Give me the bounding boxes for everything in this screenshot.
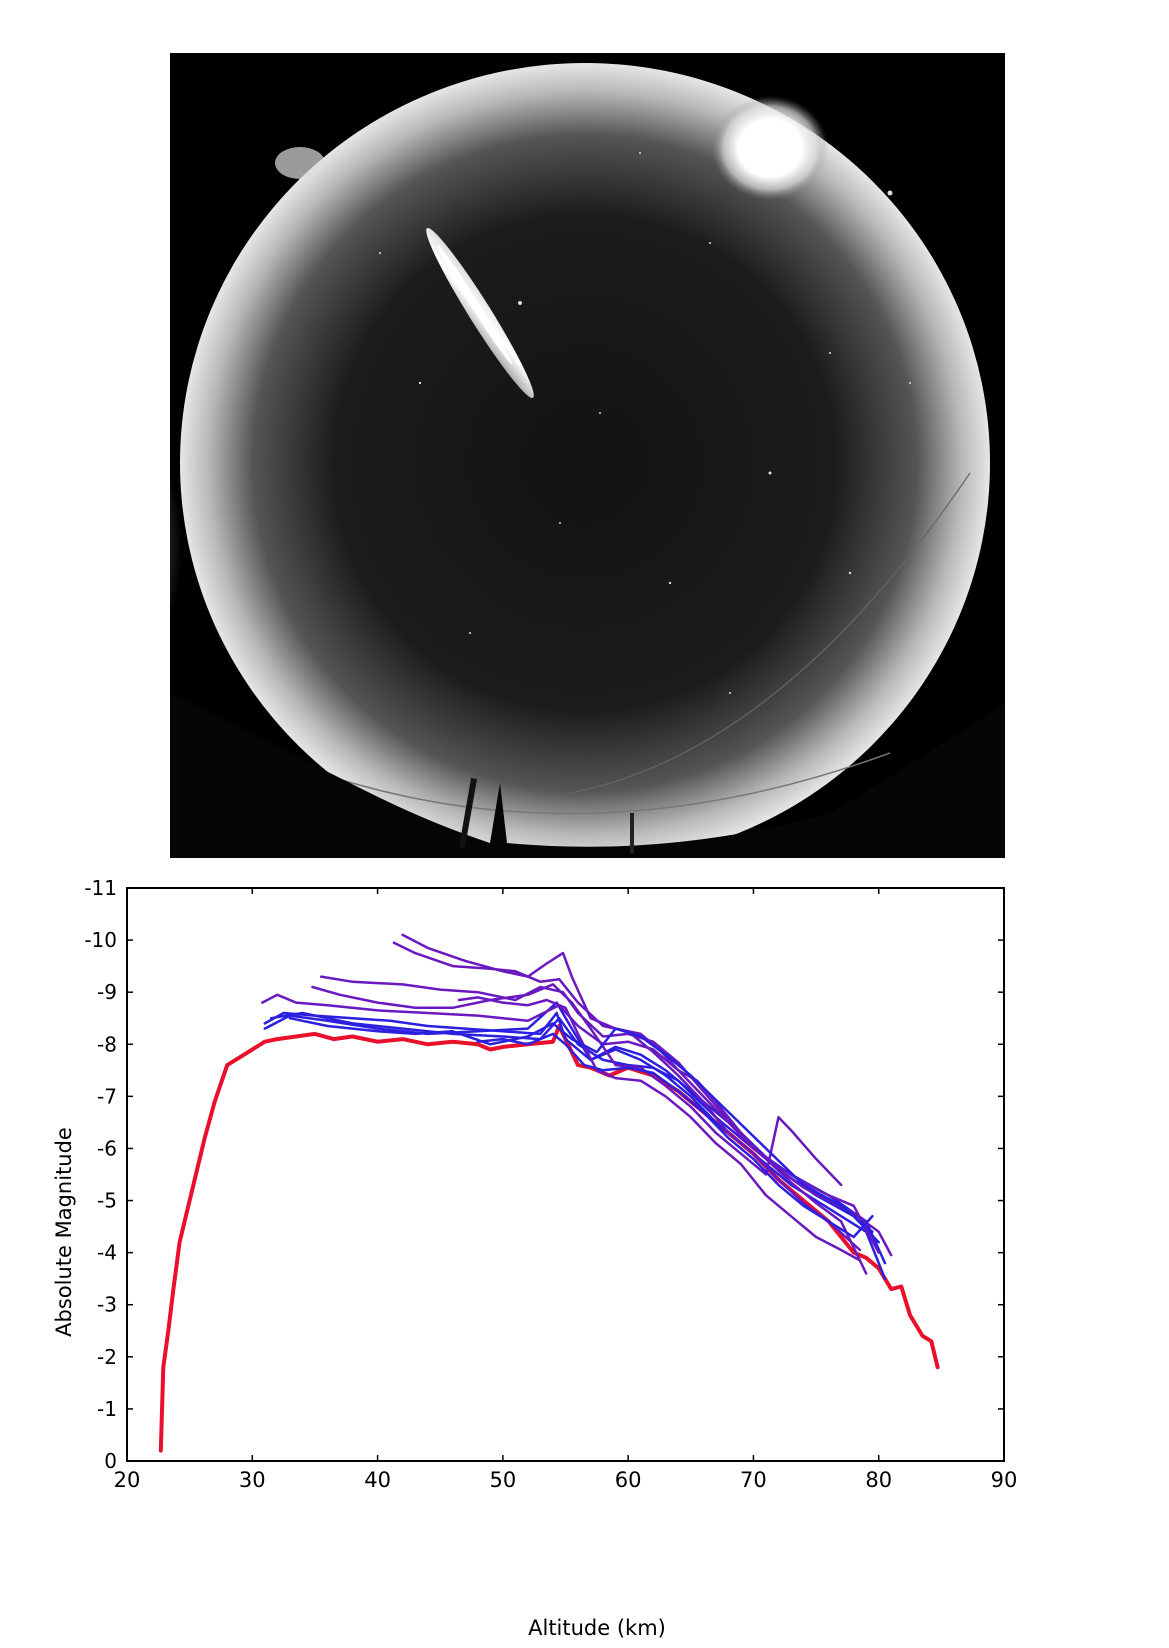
series-line-12 bbox=[476, 1032, 874, 1239]
series-line-11 bbox=[288, 1016, 874, 1234]
magnitude-altitude-chart: 20 30 40 50 60 70 80 90 0 -1 -2 -3 -4 -5 -6 -7 -8 -9 -10 -1… bbox=[52, 876, 1018, 1640]
y-axis-label: Absolute Magnitude bbox=[52, 1127, 76, 1337]
power-line-2 bbox=[569, 472, 971, 794]
x-tick-label: 90 bbox=[991, 1468, 1018, 1492]
series-line-7 bbox=[401, 933, 868, 1275]
x-tick-label: 30 bbox=[239, 1468, 266, 1492]
series-line-10 bbox=[457, 996, 862, 1262]
y-tick-label: -7 bbox=[97, 1084, 117, 1108]
x-tick-label: 80 bbox=[865, 1468, 892, 1492]
y-tick-label: -8 bbox=[97, 1032, 117, 1056]
chart-area: 20 30 40 50 60 70 80 90 0 -1 -2 -3 -4 -5 -6 -7 -8 -9 -10 -1… bbox=[0, 870, 1169, 1644]
utility-pole-2 bbox=[630, 813, 634, 853]
x-tick-label: 70 bbox=[740, 1468, 767, 1492]
x-tick-label: 20 bbox=[114, 1468, 141, 1492]
horizon-glow bbox=[170, 283, 390, 763]
y-tick-label: -11 bbox=[84, 876, 117, 900]
series-line-9 bbox=[311, 983, 843, 1187]
series-line-8 bbox=[392, 941, 862, 1252]
series-line-1 bbox=[158, 1024, 940, 1453]
plot-frame bbox=[126, 887, 1005, 1462]
y-tick-label: -4 bbox=[97, 1241, 117, 1265]
fireball-streak bbox=[426, 227, 534, 399]
y-tick-label: -1 bbox=[97, 1397, 117, 1421]
x-tick-label: 60 bbox=[615, 1468, 642, 1492]
y-tick-label: -3 bbox=[97, 1293, 117, 1317]
series-line-6 bbox=[319, 975, 880, 1254]
y-tick-label: -2 bbox=[97, 1345, 117, 1369]
y-tick-label: -9 bbox=[97, 980, 117, 1004]
all-sky-image bbox=[170, 53, 1005, 858]
x-tick-label: 50 bbox=[489, 1468, 516, 1492]
y-tick-label: -6 bbox=[97, 1136, 117, 1160]
moon bbox=[712, 96, 828, 200]
sky-dome bbox=[180, 63, 990, 858]
series-line-5 bbox=[261, 993, 893, 1257]
all-sky-photo bbox=[170, 53, 1005, 858]
power-line bbox=[319, 752, 891, 815]
stars bbox=[379, 152, 911, 694]
ground-silhouette bbox=[170, 693, 1005, 858]
light-glare bbox=[275, 147, 325, 179]
y-tick-label: 0 bbox=[104, 1449, 117, 1473]
x-tick-label: 40 bbox=[364, 1468, 391, 1492]
y-tick-label: -10 bbox=[84, 928, 117, 952]
y-tick-label: -5 bbox=[97, 1189, 117, 1213]
utility-pole bbox=[458, 778, 478, 848]
x-axis-label: Altitude (km) bbox=[528, 1616, 666, 1640]
